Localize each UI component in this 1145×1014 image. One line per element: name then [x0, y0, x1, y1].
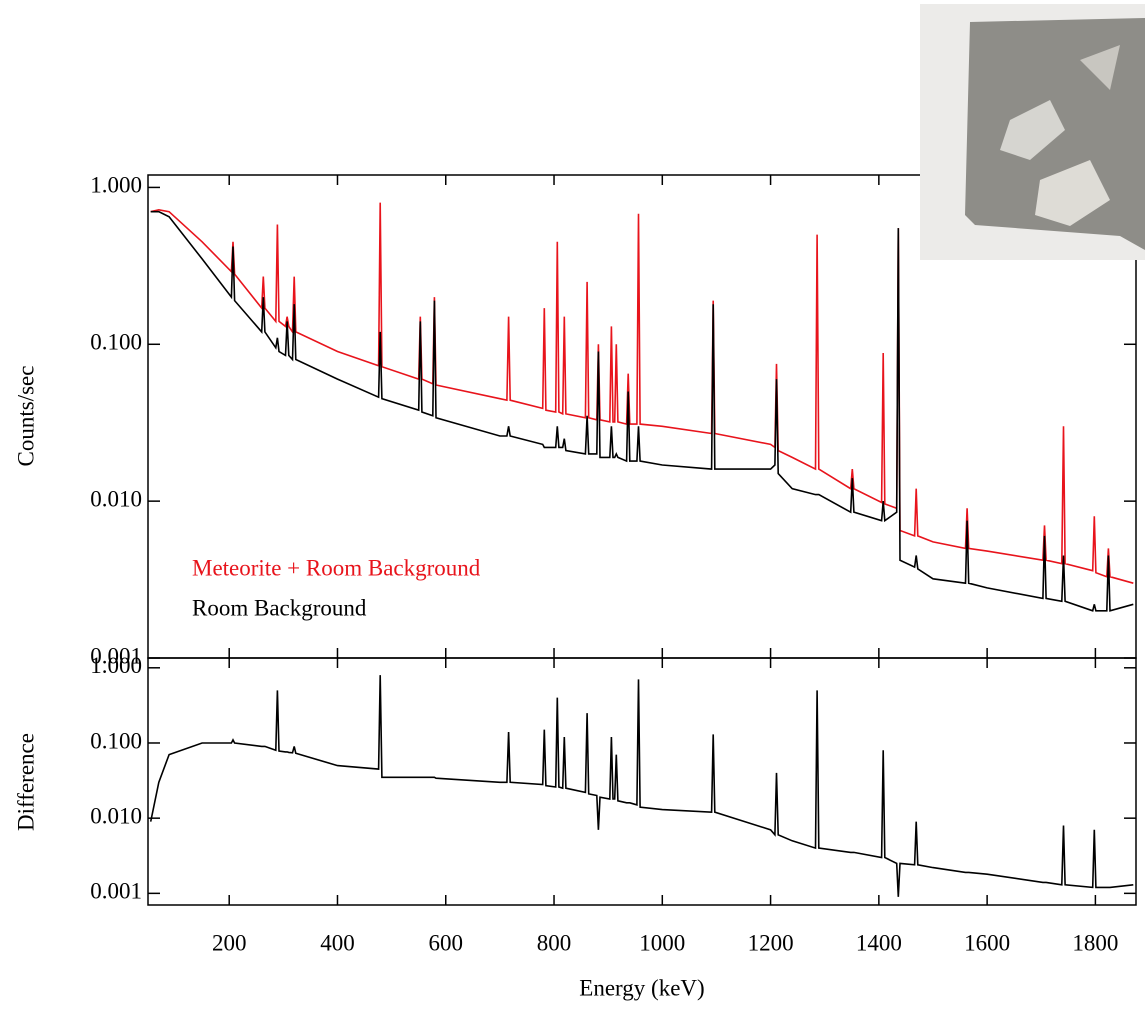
x-tick-label: 1600: [964, 930, 1010, 955]
spectrum-line: [150, 210, 1134, 612]
y-tick-label: 0.100: [90, 728, 142, 753]
x-tick-label: 1400: [856, 930, 902, 955]
y-axis-label: Difference: [13, 733, 38, 831]
y-axis-label: Counts/sec: [13, 366, 38, 467]
x-tick-label: 1800: [1072, 930, 1118, 955]
legend-label: Meteorite + Room Background: [192, 555, 481, 580]
slab-highlight: [1000, 100, 1065, 160]
slab-highlight: [1035, 160, 1110, 226]
y-tick-label: 1.000: [90, 173, 142, 198]
photo-inset: [920, 4, 1145, 260]
y-tick-label: 0.001: [90, 879, 142, 904]
x-tick-label: 400: [320, 930, 355, 955]
x-tick-label: 200: [212, 930, 247, 955]
y-tick-label: 0.010: [90, 486, 142, 511]
y-tick-label: 1.000: [90, 653, 142, 678]
y-tick-label: 0.010: [90, 803, 142, 828]
bottom-frame: [147, 657, 1137, 906]
spectrum-line: [150, 202, 1134, 584]
y-tick-label: 0.100: [90, 330, 142, 355]
x-axis-label: Energy (keV): [579, 975, 704, 1000]
x-tick-label: 1000: [639, 930, 685, 955]
legend-label: Room Background: [192, 595, 367, 620]
spectrum-line: [149, 675, 1134, 897]
x-tick-label: 1200: [748, 930, 794, 955]
x-tick-label: 800: [537, 930, 572, 955]
y-tick-label: 0.001: [90, 643, 142, 668]
plots: 0.001 0.010 0.100 1.000 Meteorite + Room Bac…: [90, 173, 1136, 955]
slab-highlight: [1080, 45, 1120, 90]
x-tick-label: 600: [429, 930, 464, 955]
